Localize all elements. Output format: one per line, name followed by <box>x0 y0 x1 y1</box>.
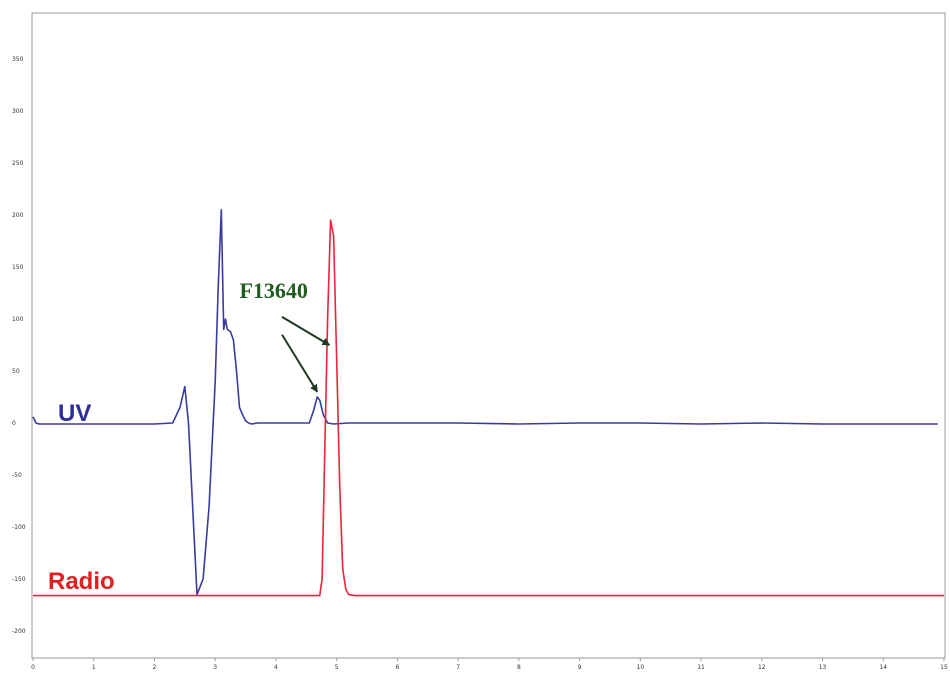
x-tick-label: 8 <box>517 664 521 671</box>
x-tick-label: 4 <box>274 664 278 671</box>
y-tick-label: 150 <box>12 264 24 271</box>
x-tick-label: 0 <box>31 664 35 671</box>
y-tick-label: 300 <box>12 108 24 115</box>
radio-series-label: Radio <box>48 568 115 595</box>
uv-series-label: UV <box>58 400 91 427</box>
series-layer <box>32 209 944 597</box>
x-tick-label: 15 <box>940 664 948 671</box>
y-tick-label: -100 <box>12 524 26 531</box>
y-tick-label: 0 <box>12 420 16 427</box>
uv-trace <box>32 209 938 596</box>
y-tick-label: 50 <box>12 368 20 375</box>
y-tick-label: 350 <box>12 56 24 63</box>
annotation-arrow <box>281 316 331 346</box>
annotation-arrow <box>281 334 319 393</box>
plot-frame <box>31 12 946 659</box>
x-tick-label: 11 <box>697 664 705 671</box>
annotation-layer: F13640 <box>239 278 331 393</box>
y-tick-label: -50 <box>12 472 22 479</box>
x-tick-label: 2 <box>153 664 157 671</box>
x-tick-label: 6 <box>395 664 399 671</box>
x-tick-label: 13 <box>819 664 827 671</box>
y-tick-label: -150 <box>12 576 26 583</box>
y-tick-label: 100 <box>12 316 24 323</box>
x-tick-label: 3 <box>213 664 217 671</box>
y-axis-ticks: 350 300 250 200 150 100 50 0 -50 -100 -150 -200 <box>12 56 26 635</box>
x-tick-label: 14 <box>879 664 887 671</box>
y-tick-label: -200 <box>12 628 26 635</box>
x-tick-label: 10 <box>637 664 645 671</box>
annotation-label: F13640 <box>239 278 307 303</box>
radio-trace <box>33 219 944 597</box>
y-tick-label: 200 <box>12 212 24 219</box>
y-tick-label: 250 <box>12 160 24 167</box>
x-tick-label: 9 <box>578 664 582 671</box>
x-tick-label: 5 <box>335 664 339 671</box>
x-tick-label: 12 <box>758 664 766 671</box>
x-tick-label: 1 <box>92 664 96 671</box>
x-tick-label: 7 <box>456 664 460 671</box>
x-axis-ticks: 0 1 2 3 4 5 6 7 8 9 10 11 12 13 14 15 <box>31 658 948 671</box>
